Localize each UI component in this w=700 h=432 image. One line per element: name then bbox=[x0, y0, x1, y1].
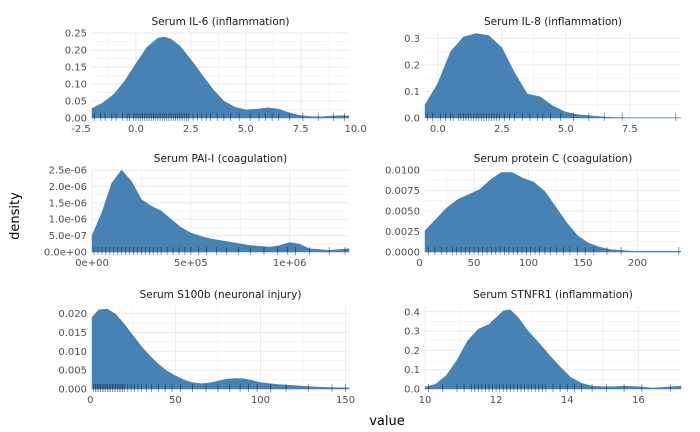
x-tick-label: 2.5 bbox=[494, 124, 510, 135]
facet-panels: Serum IL-6 (inflammation) -2.5 0.0 2.5 5.0 7.… bbox=[44, 16, 682, 406]
y-tick-label: 0.0100 bbox=[385, 166, 420, 177]
x-tick-label: 7.5 bbox=[293, 124, 309, 135]
y-tick-label: 0.3 bbox=[404, 34, 420, 45]
y-tick-label: 1.5e-06 bbox=[49, 198, 87, 209]
facet-title: Serum PAI-I (coagulation) bbox=[154, 153, 287, 165]
x-tick-label: -2.5 bbox=[71, 124, 91, 135]
facet-panel-6: Serum STNFR1 (inflammation) 10 12 14 16 0.0 0.… bbox=[404, 289, 682, 406]
y-tick-label: 0.20 bbox=[65, 46, 87, 57]
y-tick-label: 5.0e-07 bbox=[49, 231, 87, 242]
x-tick-label: 5.0 bbox=[238, 124, 254, 135]
x-tick-label: 2.5 bbox=[183, 124, 199, 135]
y-tick-label: 0.0 bbox=[404, 385, 420, 396]
x-tick-label: 50 bbox=[468, 258, 481, 269]
density-area bbox=[424, 33, 682, 119]
facet-panel-5: Serum S100b (neuronal injury) 0 50 100 150 0.… bbox=[58, 289, 355, 406]
y-tick-label: 0.15 bbox=[65, 63, 87, 74]
x-tick-label: 0.0 bbox=[128, 124, 144, 135]
y-tick-label: 0.015 bbox=[58, 328, 87, 339]
facet-title: Serum IL-6 (inflammation) bbox=[151, 16, 289, 28]
density-area bbox=[424, 172, 682, 253]
y-tick-label: 0.25 bbox=[65, 29, 87, 40]
y-tick-label: 2.5e-06 bbox=[49, 166, 87, 177]
y-tick-label: 0.10 bbox=[65, 80, 87, 91]
y-tick-label: 0.000 bbox=[58, 385, 87, 396]
density-area bbox=[424, 309, 682, 390]
x-tick-label: 50 bbox=[169, 395, 182, 406]
facet-title: Serum IL-8 (inflammation) bbox=[484, 16, 622, 28]
x-tick-label: 0 bbox=[416, 258, 422, 269]
y-tick-label: 0.00 bbox=[65, 114, 87, 125]
y-tick-label: 0.010 bbox=[58, 347, 87, 358]
y-tick-label: 0.1 bbox=[404, 365, 420, 376]
y-tick-label: 0.0000 bbox=[385, 248, 420, 259]
x-tick-label: 0.0 bbox=[430, 124, 446, 135]
density-area bbox=[91, 36, 350, 119]
y-tick-label: 0.0025 bbox=[385, 227, 420, 238]
x-tick-label: 0e+00 bbox=[75, 258, 109, 269]
y-tick-label: 0.0 bbox=[404, 114, 420, 125]
y-axis-title: density bbox=[8, 192, 23, 240]
x-axis-title: value bbox=[369, 414, 405, 429]
x-tick-label: 10.0 bbox=[344, 124, 366, 135]
facet-panel-4: Serum protein C (coagulation) 0 50 100 150 20… bbox=[385, 153, 682, 269]
facet-panel-2: Serum IL-8 (inflammation) 0.0 2.5 5.0 7.5 0.0… bbox=[404, 16, 682, 135]
x-tick-label: 150 bbox=[573, 258, 592, 269]
x-tick-label: 5e+05 bbox=[174, 258, 208, 269]
facet-title: Serum STNFR1 (inflammation) bbox=[473, 289, 633, 301]
x-tick-label: 10 bbox=[419, 395, 432, 406]
y-tick-label: 0.4 bbox=[404, 307, 420, 318]
x-tick-label: 16 bbox=[632, 395, 645, 406]
density-area bbox=[91, 308, 350, 390]
y-tick-label: 0.2 bbox=[404, 346, 420, 357]
facet-title: Serum S100b (neuronal injury) bbox=[140, 289, 302, 301]
x-tick-label: 1e+06 bbox=[273, 258, 307, 269]
y-tick-label: 0.3 bbox=[404, 327, 420, 338]
x-tick-label: 200 bbox=[628, 258, 647, 269]
y-tick-label: 0.05 bbox=[65, 97, 87, 108]
facet-title: Serum protein C (coagulation) bbox=[474, 153, 633, 165]
y-tick-label: 0.0075 bbox=[385, 186, 420, 197]
y-tick-label: 1.0e-06 bbox=[49, 215, 87, 226]
x-tick-label: 7.5 bbox=[622, 124, 638, 135]
x-tick-label: 100 bbox=[519, 258, 538, 269]
y-tick-label: 2.0e-06 bbox=[49, 182, 87, 193]
y-tick-label: 0.005 bbox=[58, 366, 87, 377]
y-tick-label: 0.0050 bbox=[385, 207, 420, 218]
y-tick-label: 0.0e+00 bbox=[44, 248, 87, 259]
x-tick-label: 12 bbox=[490, 395, 503, 406]
y-tick-label: 0.020 bbox=[58, 309, 87, 320]
y-tick-label: 0.2 bbox=[404, 60, 420, 71]
facet-panel-3: Serum PAI-I (coagulation) 0e+00 5e+05 1e+06… bbox=[44, 153, 350, 269]
x-tick-label: 0 bbox=[87, 395, 93, 406]
x-tick-label: 150 bbox=[336, 395, 355, 406]
x-tick-label: 100 bbox=[251, 395, 270, 406]
y-tick-label: 0.1 bbox=[404, 87, 420, 98]
facet-panel-1: Serum IL-6 (inflammation) -2.5 0.0 2.5 5.0 7.… bbox=[65, 16, 367, 135]
x-tick-label: 14 bbox=[561, 395, 574, 406]
x-tick-label: 5.0 bbox=[558, 124, 574, 135]
